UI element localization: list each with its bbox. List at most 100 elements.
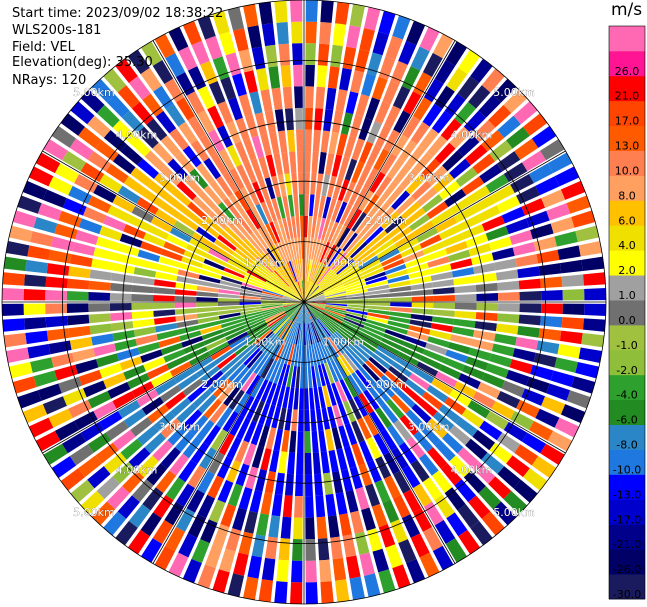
- velocity-gate: [389, 307, 412, 313]
- velocity-gate: [43, 443, 68, 465]
- velocity-gate: [245, 398, 260, 420]
- velocity-gate: [54, 163, 80, 184]
- velocity-gate: [286, 216, 294, 239]
- velocity-gate: [196, 163, 215, 185]
- velocity-gate: [388, 316, 411, 324]
- velocity-gate: [342, 272, 363, 285]
- velocity-gate: [167, 158, 188, 180]
- velocity-gate: [78, 455, 102, 478]
- velocity-gate: [421, 194, 443, 213]
- velocity-gate: [367, 312, 390, 320]
- velocity-gate: [419, 26, 440, 52]
- velocity-gate: [434, 519, 456, 544]
- velocity-gate: [69, 254, 93, 267]
- velocity-gate: [505, 369, 530, 386]
- velocity-gate: [275, 268, 291, 286]
- velocity-gate: [328, 131, 339, 155]
- velocity-gate: [93, 247, 117, 261]
- velocity-gate: [325, 428, 335, 451]
- velocity-gate: [304, 129, 312, 152]
- velocity-gate: [338, 156, 350, 179]
- velocity-gate: [278, 341, 289, 363]
- velocity-gate: [269, 449, 280, 473]
- velocity-gate: [311, 238, 318, 260]
- velocity-gate: [35, 430, 61, 452]
- velocity-gate: [438, 364, 462, 380]
- velocity-gate: [187, 66, 207, 90]
- velocity-gate: [258, 579, 273, 603]
- velocity-gate: [354, 248, 374, 264]
- velocity-gate: [112, 391, 136, 409]
- velocity-gate: [176, 319, 199, 329]
- velocity-gate: [325, 303, 348, 307]
- velocity-gate: [411, 308, 434, 315]
- velocity-gate: [220, 230, 240, 248]
- velocity-gate: [578, 347, 602, 363]
- velocity-gate: [342, 46, 357, 70]
- velocity-gate: [305, 582, 318, 604]
- velocity-gate: [78, 369, 103, 386]
- velocity-gate: [413, 483, 433, 507]
- velocity-gate: [375, 456, 392, 479]
- velocity-gate: [389, 311, 412, 319]
- velocity-gate: [95, 353, 119, 368]
- velocity-gate: [323, 339, 337, 360]
- velocity-gate: [416, 361, 439, 377]
- velocity-gate: [375, 125, 392, 148]
- colorbar-swatch: [609, 349, 645, 376]
- range-ring-label: 2.00km: [365, 214, 407, 227]
- velocity-gate: [266, 337, 281, 357]
- velocity-gate: [190, 442, 210, 465]
- colorbar-swatch: [609, 175, 645, 201]
- velocity-gate: [304, 302, 312, 323]
- velocity-gate: [165, 526, 186, 552]
- velocity-gate: [497, 466, 521, 489]
- velocity-gate: [304, 151, 311, 173]
- velocity-gate: [87, 151, 112, 172]
- velocity-gate: [304, 302, 326, 306]
- velocity-gate: [177, 325, 200, 335]
- velocity-gate: [462, 224, 485, 240]
- velocity-gate: [288, 261, 298, 282]
- velocity-gate: [393, 470, 411, 494]
- velocity-gate: [322, 196, 332, 219]
- velocity-gate: [378, 524, 396, 548]
- velocity-gate: [374, 349, 395, 365]
- velocity-gate: [169, 361, 192, 377]
- velocity-gate: [165, 391, 187, 410]
- velocity-gate: [251, 261, 271, 277]
- velocity-gate: [220, 319, 243, 329]
- range-ring-label: 2.00km: [201, 378, 243, 391]
- velocity-gate: [287, 287, 304, 302]
- velocity-gate: [324, 307, 346, 316]
- velocity-gate: [159, 201, 182, 219]
- range-ring-label: 4.00km: [451, 463, 493, 476]
- velocity-gate: [243, 276, 265, 287]
- velocity-gate: [75, 359, 99, 374]
- azimuth-spoke: [42, 301, 305, 454]
- velocity-gate: [239, 304, 262, 309]
- velocity-gate: [181, 256, 204, 269]
- velocity-gate: [406, 558, 426, 584]
- velocity-gate: [336, 448, 348, 471]
- velocity-gate: [346, 25, 361, 49]
- velocity-gate: [393, 419, 412, 441]
- range-ring-label: 5.00km: [73, 86, 115, 99]
- velocity-gate: [130, 417, 153, 437]
- velocity-gate: [300, 215, 304, 238]
- velocity-gate: [434, 440, 456, 462]
- velocity-gate: [411, 403, 432, 424]
- velocity-gate: [217, 101, 234, 125]
- velocity-gate: [48, 176, 73, 196]
- velocity-gate: [318, 317, 335, 334]
- velocity-gate: [266, 312, 286, 326]
- velocity-gate: [48, 249, 72, 264]
- velocity-gate: [427, 447, 448, 469]
- velocity-gate: [154, 33, 176, 59]
- velocity-gate: [234, 141, 250, 164]
- velocity-gate: [99, 411, 123, 431]
- velocity-gate: [239, 295, 262, 300]
- velocity-gate: [246, 321, 267, 335]
- velocity-gate: [274, 0, 288, 23]
- velocity-gate: [318, 386, 326, 409]
